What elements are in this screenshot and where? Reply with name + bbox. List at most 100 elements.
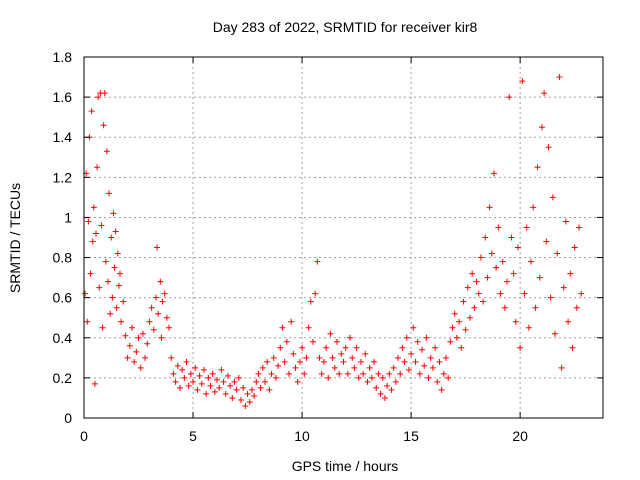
data-point	[506, 94, 513, 101]
data-point	[388, 386, 395, 393]
data-point	[268, 370, 275, 377]
data-point	[323, 344, 330, 351]
data-point	[445, 374, 452, 381]
data-point	[251, 392, 258, 399]
data-point	[438, 386, 445, 393]
data-point	[471, 304, 478, 311]
data-point	[224, 372, 231, 379]
data-point	[87, 270, 94, 277]
data-point	[307, 298, 314, 305]
data-point	[569, 344, 576, 351]
data-point	[104, 278, 111, 285]
data-point	[501, 304, 508, 311]
data-point	[493, 264, 500, 271]
data-point	[425, 374, 432, 381]
data-point	[390, 364, 397, 371]
data-point	[187, 370, 194, 377]
data-point	[331, 364, 338, 371]
x-tick-label: 0	[80, 428, 88, 444]
axis-ticks	[83, 56, 603, 419]
y-tick-label: 1.2	[53, 169, 73, 185]
data-point	[514, 244, 521, 251]
data-point	[558, 364, 565, 371]
data-point	[329, 354, 336, 361]
data-point	[277, 344, 284, 351]
data-point	[353, 344, 360, 351]
data-point	[440, 370, 447, 377]
data-point	[183, 358, 190, 365]
data-point	[248, 386, 255, 393]
data-point	[384, 382, 391, 389]
data-point	[419, 346, 426, 353]
y-tick-label: 0.4	[53, 330, 73, 346]
data-point	[519, 78, 526, 85]
data-point	[534, 164, 541, 171]
data-point	[309, 338, 316, 345]
data-point	[458, 344, 465, 351]
data-point	[238, 396, 245, 403]
data-point	[301, 370, 308, 377]
data-point	[115, 282, 122, 289]
data-point	[532, 304, 539, 311]
data-point	[157, 278, 164, 285]
data-point	[275, 362, 282, 369]
data-point	[107, 310, 114, 317]
data-point	[464, 284, 471, 291]
y-tick-label: 0	[64, 410, 72, 426]
data-point	[192, 364, 199, 371]
data-point	[410, 324, 417, 331]
data-point	[253, 378, 260, 385]
data-point	[318, 370, 325, 377]
data-point	[456, 318, 463, 325]
data-point	[578, 290, 585, 297]
data-point	[447, 338, 454, 345]
data-point	[362, 350, 369, 357]
data-point	[405, 366, 412, 373]
data-point	[194, 386, 201, 393]
data-point	[231, 378, 238, 385]
data-point	[377, 390, 384, 397]
data-point	[96, 284, 103, 291]
data-points	[82, 74, 585, 409]
data-point	[128, 324, 135, 331]
data-point	[408, 350, 415, 357]
data-point	[344, 370, 351, 377]
data-point	[449, 324, 456, 331]
data-point	[246, 398, 253, 405]
data-point	[373, 384, 380, 391]
data-point	[434, 378, 441, 385]
data-point	[327, 330, 334, 337]
data-point	[538, 124, 545, 131]
data-point	[366, 364, 373, 371]
data-point	[181, 374, 188, 381]
data-point	[397, 370, 404, 377]
data-point	[453, 334, 460, 341]
data-point	[333, 338, 340, 345]
data-point	[497, 290, 504, 297]
data-point	[466, 314, 473, 321]
y-tick-label: 1.4	[53, 129, 73, 145]
data-point	[299, 344, 306, 351]
data-point	[381, 394, 388, 401]
data-point	[207, 382, 214, 389]
data-point	[116, 270, 123, 277]
data-point	[106, 190, 113, 197]
data-point	[482, 234, 489, 241]
data-point	[285, 370, 292, 377]
data-point	[312, 290, 319, 297]
data-point	[403, 334, 410, 341]
data-point	[95, 94, 102, 101]
tick-labels: 0 0.2 0.4 0.6 0.8 1 1.2 1.4 1.6 1.8 0 5 10 15 20	[53, 49, 529, 444]
y-tick-label: 0.2	[53, 370, 73, 386]
data-point	[120, 298, 127, 305]
y-tick-label: 1.8	[53, 49, 73, 65]
data-point	[541, 90, 548, 97]
data-point	[118, 318, 125, 325]
data-point	[205, 374, 212, 381]
data-point	[146, 318, 153, 325]
data-point	[560, 284, 567, 291]
data-point	[102, 258, 109, 265]
data-point	[198, 380, 205, 387]
data-point	[320, 358, 327, 365]
